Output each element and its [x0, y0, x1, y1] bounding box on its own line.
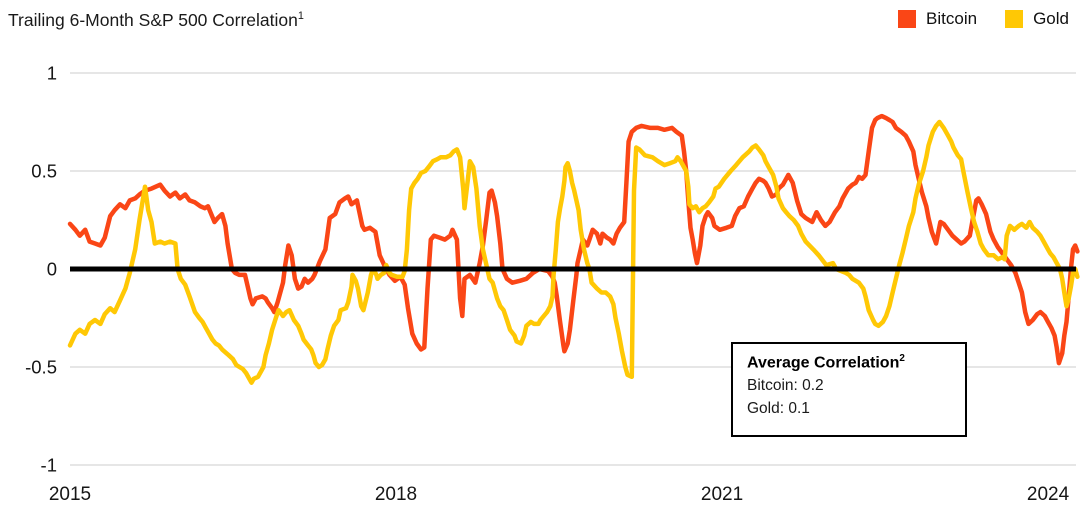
legend-label-bitcoin: Bitcoin	[926, 9, 978, 28]
bitcoin-line	[67, 113, 1080, 366]
chart-title: Trailing 6-Month S&P 500 Correlation1	[8, 10, 304, 31]
legend-label-gold: Gold	[1033, 9, 1069, 28]
x-tick-label-2015: 2015	[49, 484, 91, 505]
legend-item-gold: Gold	[1005, 9, 1069, 29]
y-tick-label-0: 0	[47, 259, 57, 280]
callout-footnote-marker: 2	[899, 353, 905, 364]
x-tick-label-2018: 2018	[375, 484, 417, 505]
legend: Bitcoin Gold	[898, 9, 1069, 29]
gold-swatch	[1005, 10, 1024, 28]
chart-title-text: Trailing 6-Month S&P 500 Correlation	[8, 10, 298, 30]
y-tick-label-0.5: 0.5	[31, 161, 57, 182]
callout-title-text: Average Correlation	[747, 354, 900, 372]
y-tick-label-1: 1	[47, 63, 57, 84]
x-tick-label-2021: 2021	[701, 484, 743, 505]
bitcoin-swatch	[898, 10, 917, 28]
callout-gold-value: Gold: 0.1	[747, 399, 810, 417]
y-tick-label--0.5: -0.5	[25, 357, 57, 378]
x-tick-label-2024: 2024	[1027, 484, 1070, 505]
title-footnote-marker: 1	[297, 10, 304, 23]
average-correlation-callout: Average Correlation2 Bitcoin: 0.2 Gold: …	[731, 342, 967, 437]
gold-line	[67, 119, 1080, 385]
y-tick-label--1: -1	[41, 455, 57, 476]
callout-bitcoin-value: Bitcoin: 0.2	[747, 377, 824, 395]
legend-item-bitcoin: Bitcoin	[898, 9, 977, 29]
callout-title: Average Correlation2	[747, 353, 965, 372]
